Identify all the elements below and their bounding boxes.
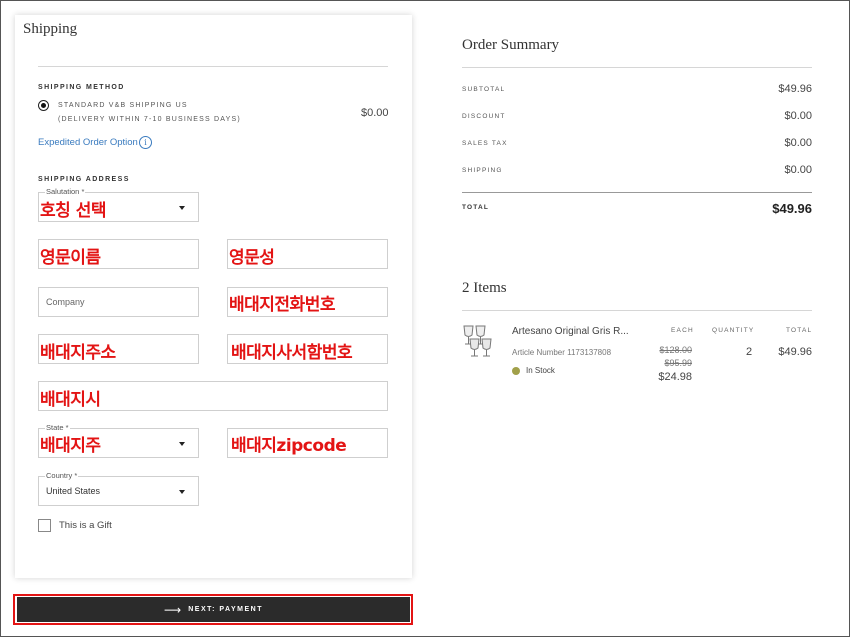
next-payment-label: NEXT: PAYMENT (188, 606, 263, 613)
divider (462, 67, 812, 68)
shipping-method-delivery: (DELIVERY WITHIN 7-10 BUSINESS DAYS) (58, 116, 241, 123)
product-quantity: 2 (746, 346, 753, 358)
each-header: EACH (671, 327, 694, 334)
country-select[interactable]: Country * United States (38, 471, 199, 506)
total-value: $49.96 (772, 201, 812, 216)
sales-tax-value: $0.00 (784, 137, 812, 149)
shipping-method-name: STANDARD V&B SHIPPING US (58, 102, 188, 109)
country-value: United States (46, 486, 101, 496)
items-title: 2 Items (462, 280, 507, 296)
company-placeholder: Company (46, 297, 85, 307)
shipping-method-price: $0.00 (361, 107, 389, 119)
first-name-field[interactable] (38, 239, 199, 269)
price-previous: $95.99 (664, 358, 692, 368)
total-label: TOTAL (462, 204, 490, 211)
address-field[interactable] (38, 334, 199, 364)
subtotal-value: $49.96 (778, 83, 812, 95)
company-field[interactable]: Company (38, 287, 199, 317)
state-label: State * (45, 423, 70, 432)
chevron-down-icon (179, 442, 185, 446)
salutation-select[interactable]: Salutation * (38, 187, 199, 222)
product-name[interactable]: Artesano Original Gris R... (512, 326, 629, 337)
gift-label: This is a Gift (59, 520, 112, 531)
chevron-down-icon (179, 490, 185, 494)
info-icon[interactable]: i (139, 136, 152, 149)
shipping-title: Shipping (23, 21, 78, 37)
divider (462, 310, 812, 311)
state-select[interactable]: State * (38, 423, 199, 458)
quantity-header: QUANTITY (712, 327, 755, 334)
zip-field[interactable] (227, 428, 388, 458)
city-field[interactable] (38, 381, 388, 411)
discount-value: $0.00 (784, 110, 812, 122)
gift-checkbox[interactable] (38, 519, 51, 532)
subtotal-label: SUBTOTAL (462, 86, 506, 93)
phone-field[interactable] (227, 287, 388, 317)
divider (462, 192, 812, 193)
product-total: $49.96 (778, 346, 812, 358)
divider (38, 66, 388, 67)
salutation-label: Salutation * (45, 187, 86, 196)
last-name-field[interactable] (227, 239, 388, 269)
shipping-value: $0.00 (784, 164, 812, 176)
next-button-highlight (13, 594, 413, 625)
next-payment-button[interactable]: ⟶ NEXT: PAYMENT (17, 597, 410, 622)
product-image[interactable] (460, 322, 494, 358)
price-original: $128.00 (659, 345, 692, 355)
shipping-label: SHIPPING (462, 167, 503, 174)
chevron-down-icon (179, 206, 185, 210)
shipping-address-heading: SHIPPING ADDRESS (38, 176, 130, 183)
total-header: TOTAL (786, 327, 813, 334)
shipping-method-radio[interactable] (38, 100, 49, 111)
shipping-method-heading: SHIPPING METHOD (38, 84, 125, 91)
expedited-order-link[interactable]: Expedited Order Option (38, 137, 138, 148)
discount-label: DISCOUNT (462, 113, 506, 120)
suite-field[interactable] (227, 334, 388, 364)
price-each: $24.98 (658, 371, 692, 383)
sales-tax-label: SALES TAX (462, 140, 508, 147)
stock-status: In Stock (526, 366, 555, 375)
country-label: Country * (45, 471, 79, 480)
arrow-right-icon: ⟶ (164, 602, 182, 617)
product-article-number: Article Number 1173137808 (512, 348, 612, 357)
order-summary-title: Order Summary (462, 37, 560, 53)
in-stock-dot-icon (512, 367, 520, 375)
